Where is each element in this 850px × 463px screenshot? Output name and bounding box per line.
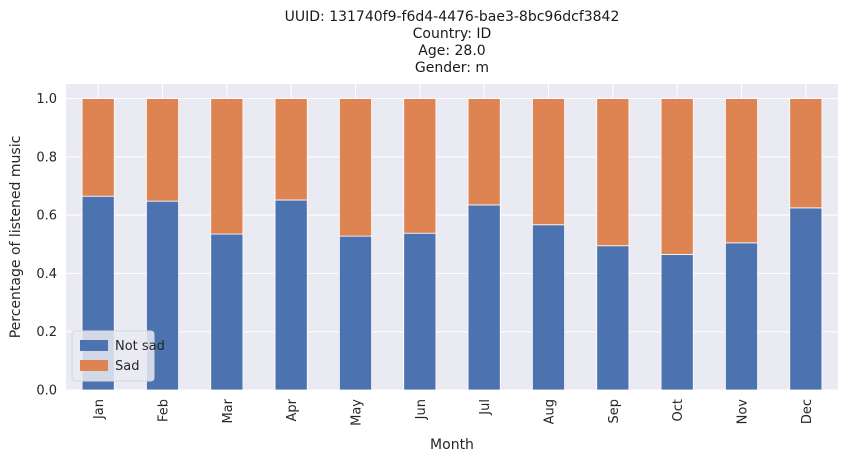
x-tick-label: Jun: [414, 399, 429, 420]
legend-label-sad: Sad: [115, 359, 139, 374]
title-line-country: Country: ID: [413, 26, 492, 42]
bar-not-sad-jun: [403, 232, 437, 391]
x-tick-label: Sep: [607, 399, 622, 424]
x-tick-label: Oct: [671, 399, 686, 421]
bar-sad-apr: [274, 98, 308, 201]
x-tick-label: Nov: [736, 399, 751, 425]
x-tick-label: Mar: [221, 398, 236, 423]
bar-not-sad-sep: [596, 245, 630, 391]
bar-sad-dec: [789, 98, 823, 209]
y-axis-label: Percentage of listened music: [8, 136, 24, 339]
bar-not-sad-nov: [725, 242, 758, 391]
bar-sad-feb: [146, 98, 179, 202]
bar-sad-jul: [467, 98, 501, 206]
y-tick-label: 0.8: [36, 150, 57, 165]
y-tick-label: 0.0: [36, 384, 57, 399]
bar-sad-jun: [403, 98, 437, 234]
x-tick-label: Jul: [478, 399, 493, 416]
bar-not-sad-oct: [660, 254, 694, 391]
bar-sad-nov: [725, 98, 758, 244]
bar-sad-may: [339, 98, 372, 237]
x-tick-label: May: [350, 399, 365, 426]
bar-sad-sep: [596, 98, 630, 247]
y-axis-ticks: 0.0 0.2 0.4 0.6 0.8 1.0: [36, 92, 57, 398]
x-axis-ticks: Jan Feb Mar Apr May Jun Jul Aug Sep Oct Nov Dec: [92, 398, 815, 426]
bar-sad-jan: [81, 98, 115, 197]
x-tick-label: Feb: [157, 399, 172, 422]
y-tick-label: 1.0: [36, 92, 57, 107]
x-axis-label: Month: [430, 437, 474, 453]
bar-not-sad-dec: [789, 207, 823, 391]
bar-sad-mar: [210, 98, 244, 235]
bar-not-sad-may: [339, 235, 372, 391]
title-line-gender: Gender: m: [415, 60, 489, 76]
y-tick-label: 0.6: [36, 209, 57, 224]
legend-swatch-sad: [80, 360, 108, 371]
title-line-uuid: UUID: 131740f9-f6d4-4476-bae3-8bc96dcf38…: [285, 9, 620, 25]
bar-not-sad-aug: [532, 224, 565, 391]
chart-title: UUID: 131740f9-f6d4-4476-bae3-8bc96dcf38…: [285, 9, 620, 76]
x-tick-label: Jan: [92, 399, 107, 420]
title-line-age: Age: 28.0: [418, 43, 485, 59]
legend-swatch-not-sad: [80, 340, 108, 351]
bars: [81, 98, 823, 391]
bar-not-sad-apr: [274, 199, 308, 391]
bar-sad-oct: [660, 98, 694, 255]
x-tick-label: Apr: [285, 398, 300, 421]
y-tick-label: 0.4: [36, 267, 57, 282]
x-tick-label: Aug: [543, 399, 558, 424]
legend-label-not-sad: Not sad: [115, 339, 165, 354]
bar-not-sad-jul: [467, 204, 501, 391]
legend: Not sad Sad: [71, 330, 165, 382]
bar-sad-aug: [532, 98, 565, 226]
bar-not-sad-mar: [210, 233, 244, 391]
x-tick-label: Dec: [800, 399, 815, 424]
plot-area: [66, 84, 838, 390]
y-tick-label: 0.2: [36, 325, 57, 340]
